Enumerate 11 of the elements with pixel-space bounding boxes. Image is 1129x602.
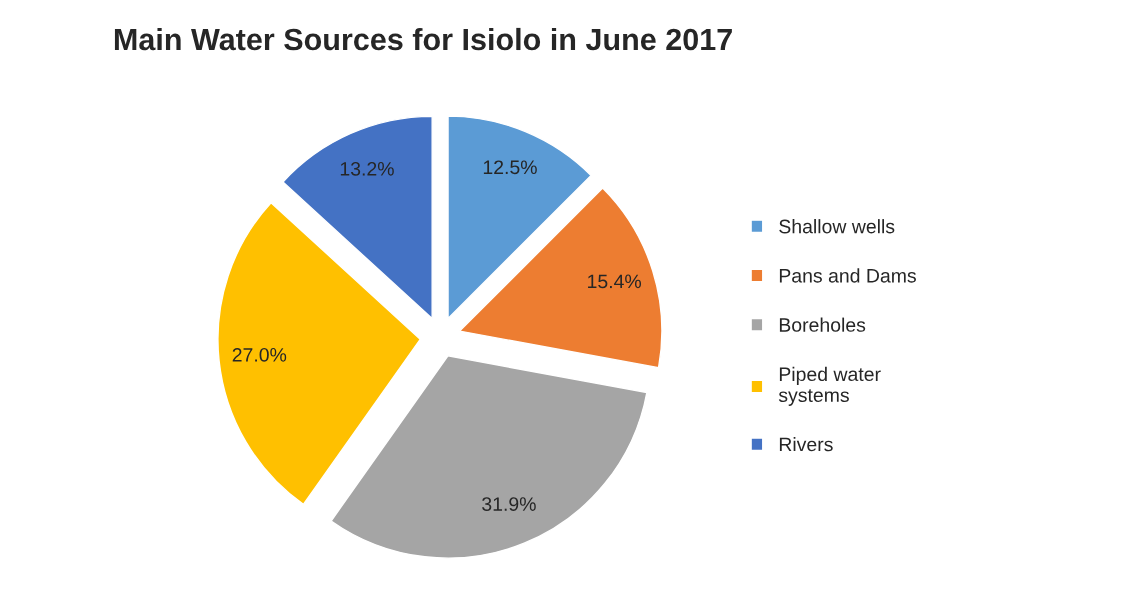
data-label: 13.2% — [340, 161, 394, 176]
legend-label: Boreholes — [779, 317, 866, 332]
legend-label: Pans and Dams — [779, 268, 916, 283]
data-label: 27.0% — [232, 347, 287, 362]
data-label: 12.5% — [483, 160, 537, 175]
legend-label: Shallow wells — [779, 219, 895, 234]
chart-title: Main Water Sources for Isiolo in June 2017 — [114, 27, 732, 51]
legend-label: Piped water systems — [778, 366, 881, 406]
data-label: 15.4% — [588, 274, 642, 289]
data-label: 31.9% — [482, 497, 536, 511]
legend-label: Rivers — [779, 437, 833, 452]
